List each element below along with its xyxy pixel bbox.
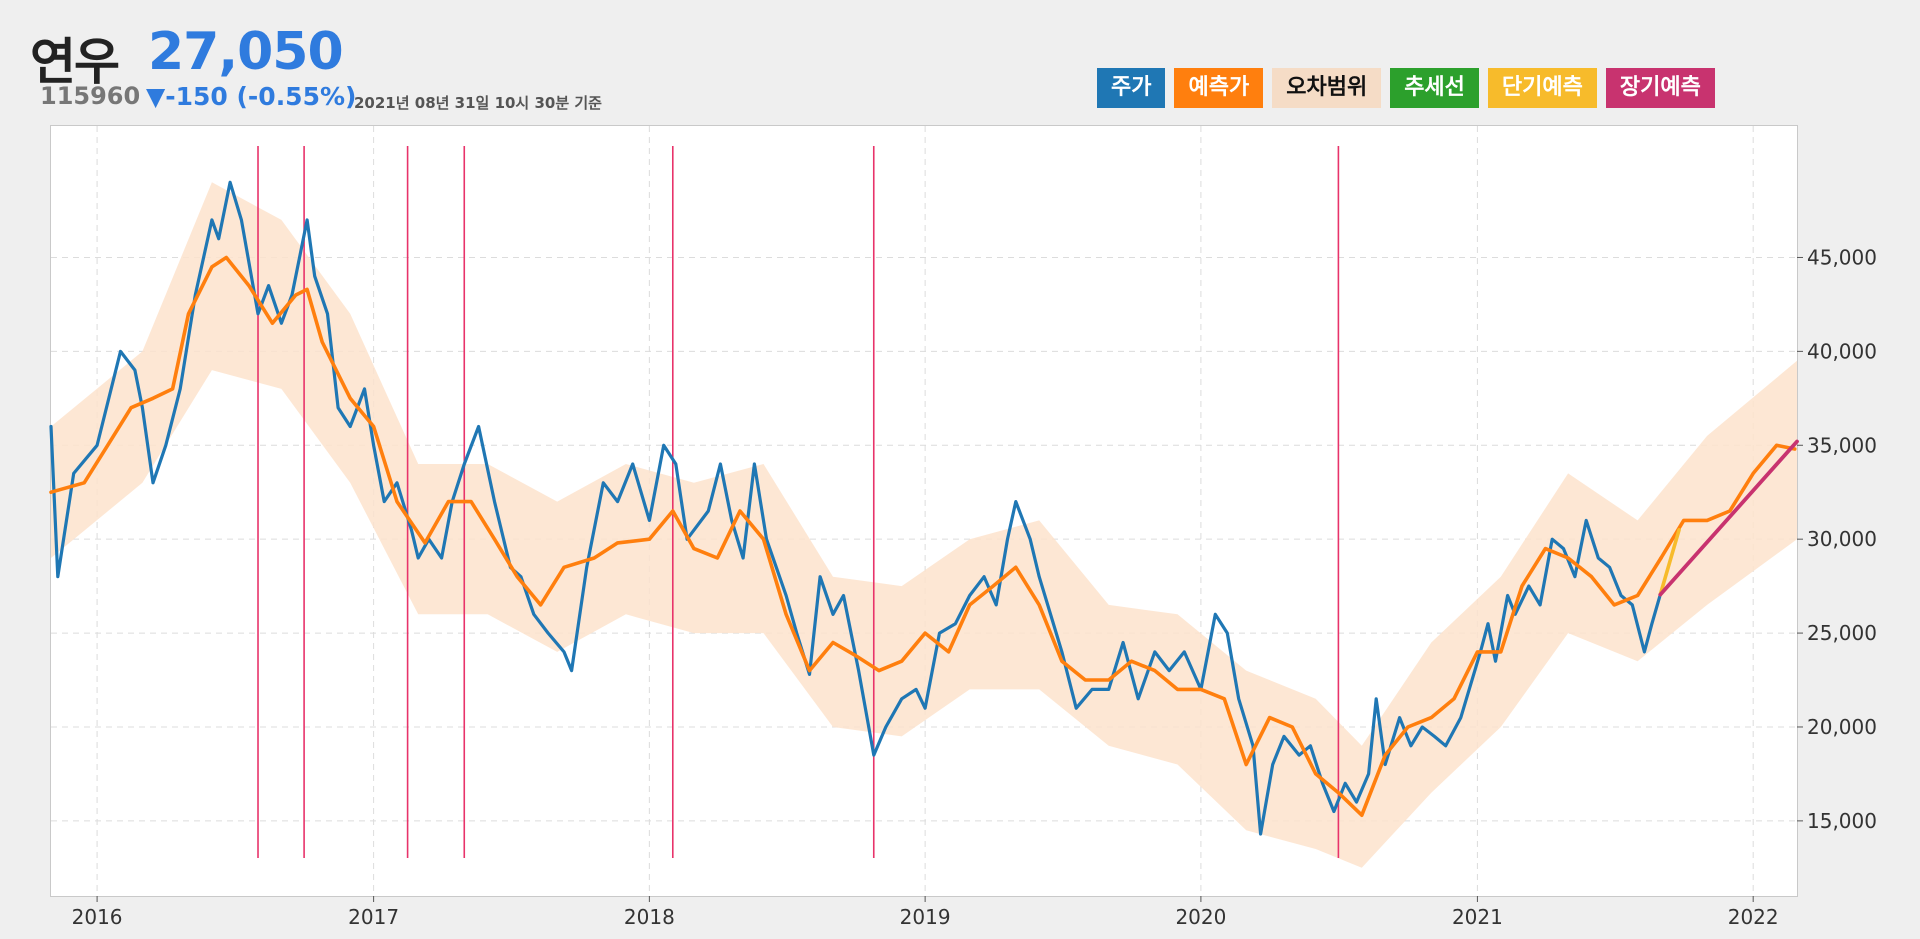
x-tick-label: 2022: [1728, 905, 1779, 929]
x-tick-label: 2018: [624, 905, 675, 929]
stock-timestamp: 2021년 08년 31일 10시 30분 기준: [354, 94, 602, 112]
y-tick-label: 40,000: [1807, 339, 1877, 363]
y-tick-label: 30,000: [1807, 527, 1877, 551]
short-term-forecast-line: [1658, 528, 1681, 597]
stock-change: ▼-150 (-0.55%): [146, 82, 357, 111]
legend-forecast-button[interactable]: 예측가: [1174, 68, 1264, 108]
y-tick-label: 15,000: [1807, 809, 1877, 833]
chart-plot-area[interactable]: [50, 125, 1798, 897]
x-tick-label: 2021: [1452, 905, 1503, 929]
x-tick-label: 2019: [900, 905, 951, 929]
legend-long-term-button[interactable]: 장기예측: [1605, 68, 1715, 108]
y-tick-label: 35,000: [1807, 433, 1877, 457]
chart-legend: 주가 예측가 오차범위 추세선 단기예측 장기예측: [1097, 68, 1715, 108]
x-tick-label: 2017: [348, 905, 399, 929]
legend-short-term-button[interactable]: 단기예측: [1487, 68, 1597, 108]
y-tick-label: 20,000: [1807, 715, 1877, 739]
legend-error-range-button[interactable]: 오차범위: [1272, 68, 1382, 108]
forecast-extended-line: [1659, 443, 1797, 560]
legend-trendline-button[interactable]: 추세선: [1390, 68, 1479, 108]
stock-name: 연우: [30, 33, 120, 91]
stock-price: 27,050: [148, 22, 344, 82]
stock-header: 연우 27,050 115960 ▼-150 (-0.55%) 2021년 08…: [0, 0, 1920, 125]
y-tick-label: 45,000: [1807, 245, 1877, 269]
price-series-line: [49, 180, 1662, 836]
y-tick-label: 25,000: [1807, 621, 1877, 645]
stock-code: 115960: [40, 82, 141, 110]
forecast-series-line: [49, 255, 1663, 817]
long-term-forecast-line: [1658, 439, 1799, 597]
error-band-area: [51, 182, 1797, 868]
legend-price-button[interactable]: 주가: [1097, 68, 1166, 108]
x-tick-label: 2016: [72, 905, 123, 929]
x-tick-label: 2020: [1175, 905, 1226, 929]
